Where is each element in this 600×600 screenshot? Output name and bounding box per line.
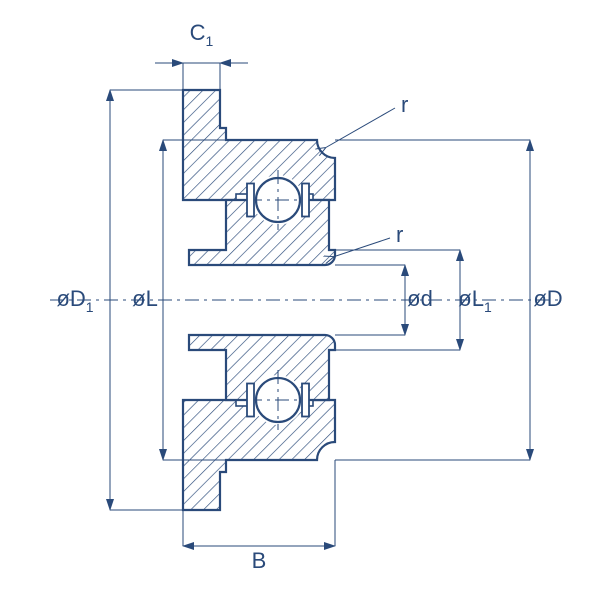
dim-label: øD1 xyxy=(56,286,93,315)
outer-race xyxy=(183,400,335,510)
dim-label: r xyxy=(401,92,408,117)
dim-label: ød xyxy=(407,286,433,311)
dim-label: r xyxy=(396,222,403,247)
dim-label: øL1 xyxy=(458,286,492,315)
dim-label: C1 xyxy=(190,20,214,49)
dim-label: øD xyxy=(533,286,562,311)
dim-label: øL xyxy=(132,286,158,311)
bearing-diagram: øD1 øL ød øL1 øD C1 Br r xyxy=(0,0,600,600)
dim-label: B xyxy=(252,548,267,573)
outer-race xyxy=(183,90,335,200)
